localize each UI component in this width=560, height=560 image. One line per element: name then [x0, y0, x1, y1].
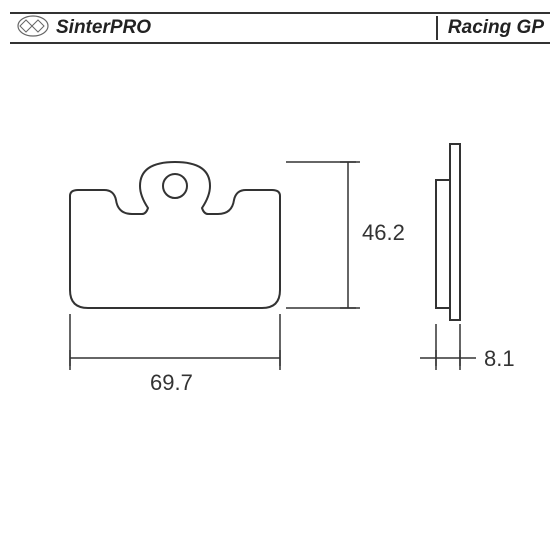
model-block: Racing GP — [436, 16, 544, 40]
pad-friction-layer — [436, 180, 450, 308]
brand-name: SinterPRO — [56, 17, 151, 39]
model-name: Racing GP — [448, 17, 544, 39]
brake-pad-front-view — [60, 150, 290, 335]
brand-logo-icon — [16, 14, 50, 43]
height-dimension-label: 46.2 — [362, 220, 405, 246]
pad-backing-plate — [450, 144, 460, 320]
header-bar: SinterPRO Racing GP — [10, 12, 550, 44]
pad-mounting-hole — [163, 174, 187, 198]
thickness-dimension-label: 8.1 — [484, 346, 515, 372]
brake-pad-side-view — [430, 134, 470, 339]
width-dimension-label: 69.7 — [150, 370, 193, 396]
diagram-stage: 69.7 46.2 8.1 — [0, 70, 560, 490]
brand-block: SinterPRO — [16, 14, 151, 43]
header-divider — [436, 16, 438, 40]
